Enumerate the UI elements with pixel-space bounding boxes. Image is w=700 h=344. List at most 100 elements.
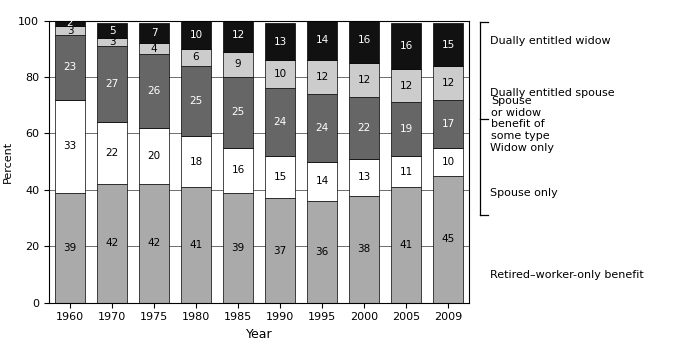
Text: 12: 12 [358, 75, 370, 85]
Text: Widow only: Widow only [490, 143, 554, 153]
Bar [181, 49, 211, 66]
X-axis label: Year: Year [246, 328, 272, 341]
Bar [391, 156, 421, 187]
Bar [139, 54, 169, 128]
Text: 16: 16 [400, 41, 412, 51]
Text: 39: 39 [64, 243, 76, 253]
Bar [433, 23, 463, 66]
Bar [391, 187, 421, 303]
Bar [433, 148, 463, 176]
Text: 33: 33 [64, 141, 76, 151]
Bar [55, 193, 85, 303]
Bar [349, 159, 379, 195]
Bar [55, 100, 85, 193]
Bar [265, 198, 295, 303]
Text: 24: 24 [316, 123, 328, 133]
Bar [349, 18, 379, 63]
Text: 23: 23 [64, 62, 76, 72]
Text: 10: 10 [442, 157, 454, 167]
Text: 22: 22 [106, 148, 118, 158]
Text: Dually entitled widow: Dually entitled widow [490, 36, 610, 46]
Bar [139, 23, 169, 43]
Bar [349, 195, 379, 303]
Text: 16: 16 [232, 165, 244, 175]
Text: 6: 6 [193, 52, 200, 62]
Bar [55, 26, 85, 35]
Text: 2: 2 [66, 19, 74, 29]
Bar [181, 187, 211, 303]
Text: 41: 41 [190, 240, 202, 250]
Text: Spouse
or widow
benefit of
some type: Spouse or widow benefit of some type [491, 96, 550, 141]
Text: 20: 20 [148, 151, 160, 161]
Text: 18: 18 [190, 157, 202, 167]
Bar [97, 23, 127, 37]
Text: 13: 13 [358, 172, 370, 182]
Bar [265, 156, 295, 198]
Bar [265, 88, 295, 156]
Bar [349, 97, 379, 159]
Text: 45: 45 [442, 234, 454, 244]
Text: Dually entitled spouse: Dually entitled spouse [490, 88, 615, 98]
Bar [307, 162, 337, 201]
Text: 15: 15 [274, 172, 286, 182]
Bar [97, 184, 127, 303]
Text: 17: 17 [442, 119, 454, 129]
Text: 38: 38 [358, 244, 370, 254]
Text: 27: 27 [106, 79, 118, 89]
Text: 11: 11 [400, 166, 412, 176]
Bar [433, 66, 463, 100]
Bar [223, 148, 253, 193]
Bar [307, 94, 337, 162]
Text: 12: 12 [232, 30, 244, 40]
Bar [181, 66, 211, 136]
Bar [223, 77, 253, 148]
Text: 5: 5 [108, 25, 116, 35]
Text: 42: 42 [148, 238, 160, 248]
Text: 12: 12 [442, 78, 454, 88]
Text: 41: 41 [400, 240, 412, 250]
Text: 24: 24 [274, 117, 286, 127]
Text: 12: 12 [316, 72, 328, 82]
Text: 15: 15 [442, 40, 454, 50]
Text: 4: 4 [150, 44, 158, 54]
Bar [391, 68, 421, 103]
Text: 19: 19 [400, 124, 412, 134]
Bar [55, 35, 85, 100]
Text: 14: 14 [316, 35, 328, 45]
Text: 10: 10 [190, 30, 202, 40]
Text: 9: 9 [234, 60, 241, 69]
Text: 22: 22 [358, 123, 370, 133]
Text: 25: 25 [232, 107, 244, 117]
Bar [433, 176, 463, 303]
Text: 3: 3 [66, 25, 74, 35]
Bar [97, 46, 127, 122]
Bar [223, 18, 253, 52]
Text: 10: 10 [274, 69, 286, 79]
Bar [433, 100, 463, 148]
Bar [139, 184, 169, 303]
Bar [223, 52, 253, 77]
Bar [139, 43, 169, 54]
Bar [391, 103, 421, 156]
Bar [307, 60, 337, 94]
Bar [139, 128, 169, 184]
Text: 37: 37 [274, 246, 286, 256]
Text: 7: 7 [150, 28, 158, 38]
Text: 42: 42 [106, 238, 118, 248]
Bar [97, 37, 127, 46]
Bar [181, 21, 211, 49]
Text: 25: 25 [190, 96, 202, 106]
Bar [307, 21, 337, 60]
Bar [265, 60, 295, 88]
Text: Spouse only: Spouse only [490, 187, 558, 198]
Bar [223, 193, 253, 303]
Text: 39: 39 [232, 243, 244, 253]
Y-axis label: Percent: Percent [3, 141, 13, 183]
Text: 12: 12 [400, 80, 412, 90]
Bar [265, 23, 295, 60]
Bar [391, 23, 421, 68]
Bar [181, 136, 211, 187]
Bar [97, 122, 127, 184]
Text: 14: 14 [316, 176, 328, 186]
Bar [307, 201, 337, 303]
